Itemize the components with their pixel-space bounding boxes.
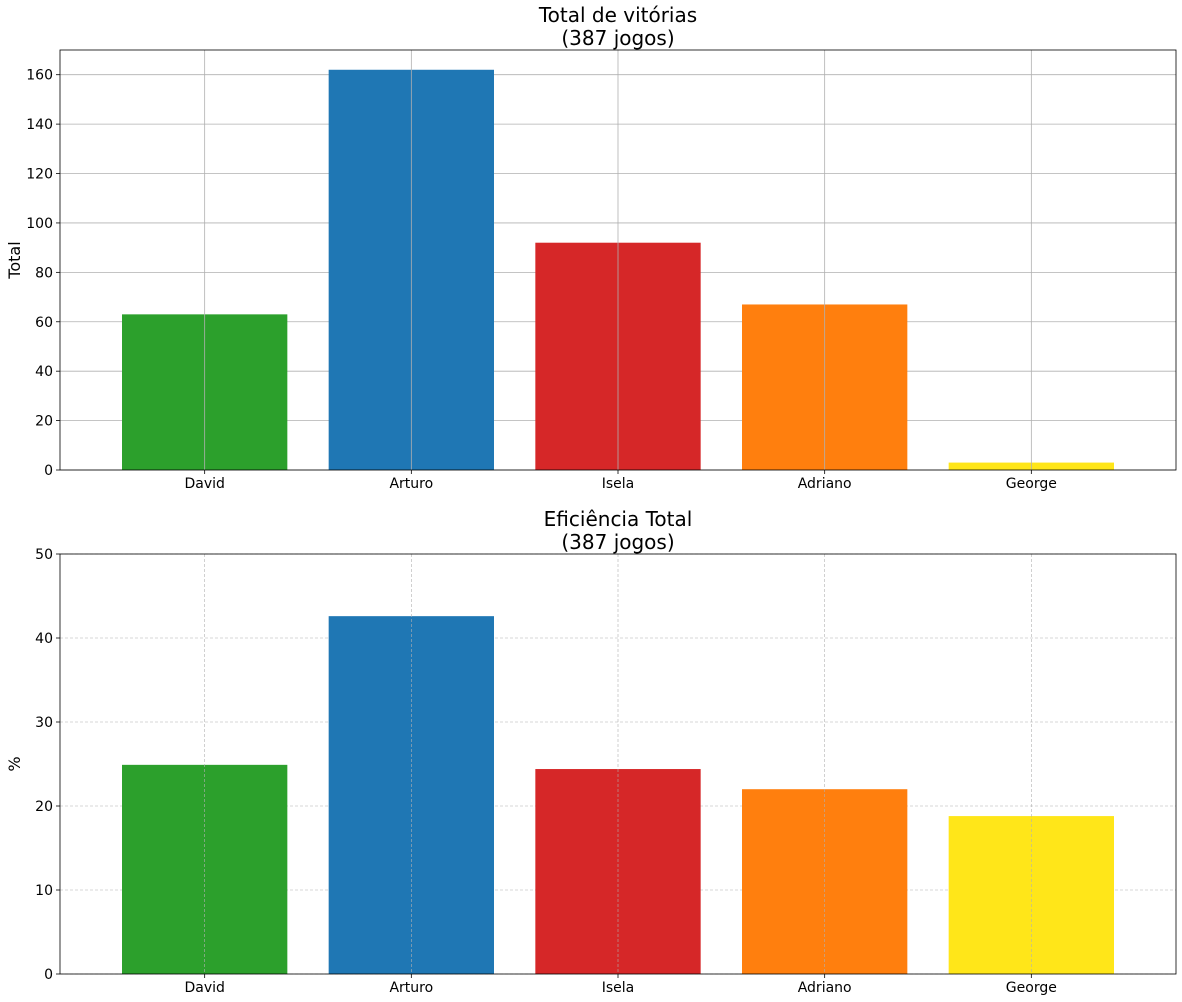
x-tick-label: Arturo bbox=[389, 980, 433, 996]
y-tick-label: 80 bbox=[35, 265, 53, 281]
y-tick-label: 50 bbox=[35, 547, 53, 563]
chart-title: Total de vitórias bbox=[538, 3, 697, 27]
y-tick-label: 140 bbox=[26, 117, 53, 133]
x-tick-label: Arturo bbox=[389, 476, 433, 492]
x-tick-label: David bbox=[184, 980, 224, 996]
y-tick-label: 40 bbox=[35, 631, 53, 647]
y-tick-label: 20 bbox=[35, 799, 53, 815]
x-tick-label: Isela bbox=[602, 476, 635, 492]
x-tick-label: George bbox=[1006, 476, 1057, 492]
y-tick-label: 20 bbox=[35, 414, 53, 430]
y-axis-label: Total bbox=[5, 241, 24, 279]
chart-eficiencia-total: 0 10 20 30 40 50 David Arturo Isela Adriano George… bbox=[5, 507, 1177, 996]
y-tick-label: 60 bbox=[35, 315, 53, 331]
x-tick-label: George bbox=[1006, 980, 1057, 996]
chart-subtitle: (387 jogos) bbox=[561, 26, 674, 50]
y-tick-label: 0 bbox=[44, 463, 53, 479]
x-tick-label: Isela bbox=[602, 980, 635, 996]
y-tick-label: 0 bbox=[44, 967, 53, 983]
x-tick-label: Adriano bbox=[798, 980, 852, 996]
y-tick-label: 30 bbox=[35, 715, 53, 731]
x-tick-label: Adriano bbox=[798, 476, 852, 492]
y-tick-label: 160 bbox=[26, 68, 53, 84]
chart-subtitle: (387 jogos) bbox=[561, 530, 674, 554]
chart-title: Eficiência Total bbox=[544, 507, 693, 531]
y-tick-label: 10 bbox=[35, 883, 53, 899]
y-axis-label: % bbox=[5, 756, 24, 771]
y-tick-label: 40 bbox=[35, 364, 53, 380]
y-tick-label: 100 bbox=[26, 216, 53, 232]
chart-total-vitorias: 0 20 40 60 80 100 120 140 160 David Arturo Isela Adr… bbox=[5, 3, 1177, 492]
x-tick-label: David bbox=[184, 476, 224, 492]
y-tick-label: 120 bbox=[26, 167, 53, 183]
